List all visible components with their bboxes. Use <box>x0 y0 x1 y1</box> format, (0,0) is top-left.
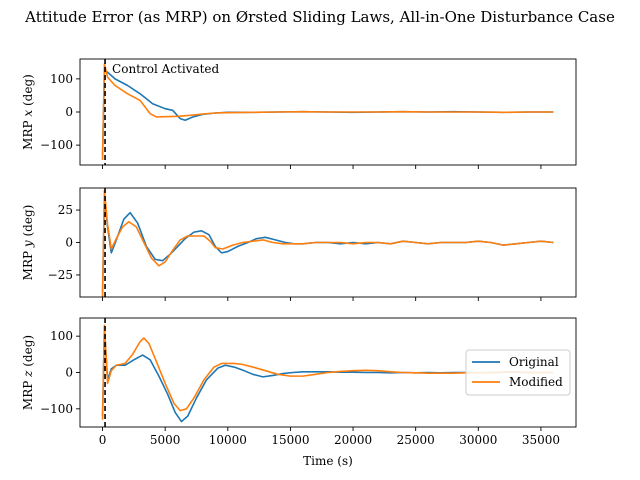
subplot-x: −100 0 100 MRP x (deg) Control Activated <box>21 58 577 169</box>
x-tick-label: 30000 <box>459 433 497 447</box>
x-tick-label: 0 <box>99 433 107 447</box>
y-axis-label: MRP y (deg) <box>21 205 35 281</box>
subplot-y: −25 0 25 MRP y (deg) <box>21 187 577 301</box>
subplot-z: −100 0 100 0 5000 10000 15000 20000 25000 30000 35… <box>21 317 577 447</box>
series-line-modified-x <box>101 63 554 161</box>
y-tick-label: 100 <box>50 72 73 86</box>
control-activated-annotation: Control Activated <box>112 62 219 76</box>
subplot-panels: −100 0 100 MRP x (deg) Control Activated −25 0… <box>21 58 577 447</box>
x-tick-label: 10000 <box>209 433 247 447</box>
x-tick-label: 5000 <box>150 433 181 447</box>
y-tick-label: 25 <box>58 203 73 217</box>
chart-title: Attitude Error (as MRP) on Ørsted Slidin… <box>24 8 615 26</box>
y-tick-label: −25 <box>48 268 73 282</box>
legend: Original Modified <box>465 349 571 396</box>
y-tick-label: −100 <box>40 402 73 416</box>
y-axis-label: MRP z (deg) <box>21 335 35 410</box>
x-tick-label: 15000 <box>271 433 309 447</box>
x-tick-label: 25000 <box>397 433 435 447</box>
x-axis-label: Time (s) <box>303 454 353 468</box>
y-tick-label: −100 <box>40 138 73 152</box>
y-axis-label: MRP x (deg) <box>21 74 35 150</box>
legend-label-modified: Modified <box>509 375 563 389</box>
series-line-modified-z <box>101 324 554 420</box>
y-tick-label: 0 <box>65 366 73 380</box>
x-tick-label: 20000 <box>334 433 372 447</box>
legend-label-original: Original <box>509 355 559 369</box>
y-tick-label: 0 <box>65 105 73 119</box>
y-tick-label: 0 <box>65 236 73 250</box>
series-line-original-y <box>101 196 554 292</box>
series-line-modified-y <box>101 189 554 297</box>
x-tick-label: 35000 <box>522 433 560 447</box>
y-tick-label: 100 <box>50 329 73 343</box>
